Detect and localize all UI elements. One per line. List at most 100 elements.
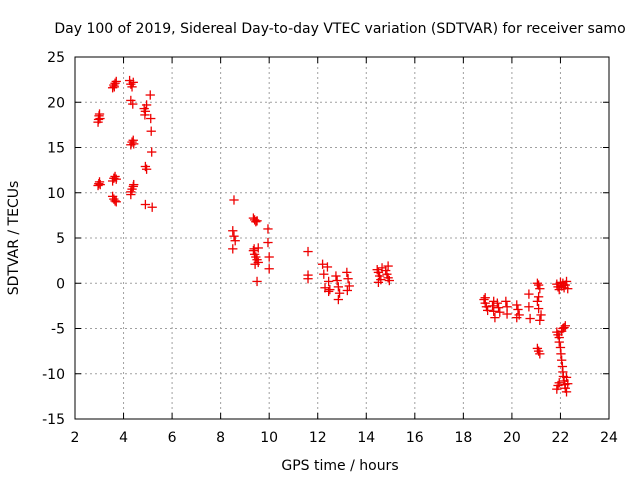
data-point-marker (140, 199, 151, 210)
data-point-marker (111, 197, 121, 207)
data-point-marker (127, 137, 137, 147)
data-point-marker (383, 261, 393, 271)
data-point-marker (384, 275, 394, 286)
data-point-marker (512, 312, 522, 323)
data-point-marker (303, 246, 313, 257)
data-point-marker (128, 77, 138, 87)
x-tick-label: 20 (503, 430, 521, 446)
data-point-marker (479, 294, 489, 305)
data-point-marker (533, 280, 544, 290)
y-tick-label: 25 (47, 50, 65, 66)
data-point-marker (253, 243, 263, 253)
data-point-marker (560, 321, 570, 331)
x-tick-label: 10 (260, 430, 278, 446)
data-point-marker (342, 285, 352, 296)
data-point-marker (251, 217, 261, 227)
data-point-marker (332, 275, 342, 286)
data-point-marker (229, 195, 239, 205)
data-point-marker (317, 259, 328, 269)
data-point-marker (563, 284, 573, 294)
data-point-marker (532, 278, 543, 288)
data-point-marker (250, 259, 260, 269)
x-tick-label: 22 (552, 430, 570, 446)
data-point-marker (487, 301, 498, 311)
data-point-marker (110, 196, 120, 206)
x-tick-label: 2 (71, 430, 80, 446)
data-points (93, 75, 573, 397)
data-point-marker (561, 372, 572, 383)
data-point-marker (323, 286, 334, 297)
data-point-marker (264, 252, 274, 262)
y-tick-label: -10 (42, 367, 65, 383)
y-tick-label: 10 (47, 186, 65, 202)
data-point-marker (333, 282, 344, 292)
data-point-marker (252, 276, 262, 287)
data-point-marker (127, 82, 137, 92)
data-point-marker (248, 246, 259, 256)
y-tick-label: -15 (42, 412, 65, 428)
y-axis-label: SDTVAR / TECUs (6, 181, 22, 296)
data-point-marker (228, 244, 238, 254)
data-point-marker (512, 300, 522, 310)
data-point-marker (145, 90, 155, 100)
data-point-marker (146, 126, 156, 136)
data-point-marker (140, 110, 150, 120)
data-point-marker (374, 271, 385, 281)
data-point-marker (382, 269, 392, 279)
data-point-marker (263, 224, 273, 234)
data-point-marker (373, 267, 384, 278)
data-point-marker (344, 281, 354, 291)
data-point-marker (552, 384, 562, 394)
data-point-marker (111, 174, 121, 184)
data-point-marker (147, 202, 157, 212)
data-point-marker (559, 322, 569, 333)
data-point-marker (129, 179, 139, 190)
data-point-marker (535, 284, 545, 294)
data-point-marker (533, 303, 544, 314)
data-point-marker (323, 276, 334, 287)
data-point-marker (264, 264, 274, 274)
data-point-marker (95, 113, 105, 124)
data-point-marker (141, 100, 152, 110)
data-point-marker (331, 271, 341, 281)
y-tick-label: 15 (47, 141, 65, 157)
data-point-marker (230, 236, 240, 246)
data-point-marker (373, 277, 384, 287)
x-tick-label: 14 (357, 430, 375, 446)
data-point-marker (109, 82, 119, 92)
data-point-marker (554, 378, 564, 388)
data-point-marker (535, 349, 545, 359)
data-point-marker (325, 284, 335, 295)
data-point-marker (513, 304, 523, 315)
chart-title: Day 100 of 2019, Sidereal Day-to-day VTE… (54, 21, 625, 37)
data-point-marker (490, 312, 500, 323)
data-point-marker (110, 78, 120, 88)
data-point-marker (147, 147, 157, 157)
data-point-marker (94, 179, 104, 189)
data-point-marker (129, 139, 139, 149)
data-point-marker (229, 231, 239, 241)
data-point-marker (333, 294, 344, 305)
data-point-marker (126, 189, 136, 200)
data-point-marker (495, 307, 505, 317)
data-point-marker (556, 349, 566, 359)
data-point-marker (482, 305, 493, 316)
data-point-marker (128, 99, 138, 109)
x-tick-label: 12 (309, 430, 327, 446)
x-tick-label: 18 (454, 430, 472, 446)
data-point-marker (561, 276, 572, 287)
grid-lines (75, 57, 609, 419)
data-point-marker (263, 237, 273, 248)
x-axis-label: GPS time / hours (281, 458, 398, 474)
data-point-marker (489, 296, 499, 307)
data-point-marker (480, 293, 490, 303)
data-point-marker (126, 95, 136, 106)
data-point-marker (524, 302, 534, 312)
data-point-marker (322, 262, 333, 272)
y-tick-label: 20 (47, 95, 65, 111)
data-point-marker (124, 75, 135, 86)
y-tick-label: 5 (56, 231, 65, 247)
data-point-marker (342, 267, 352, 278)
